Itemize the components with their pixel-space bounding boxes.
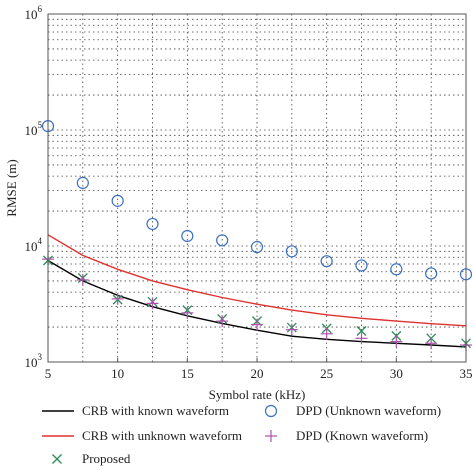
data-point bbox=[76, 176, 89, 189]
series-1 bbox=[47, 234, 467, 327]
x-tick-label: 30 bbox=[390, 366, 403, 381]
y-tick-label: 104 bbox=[25, 236, 43, 254]
legend: CRB with known waveform CRB with unknown … bbox=[42, 403, 441, 466]
data-point bbox=[216, 315, 229, 328]
data-point bbox=[146, 297, 159, 310]
x-axis-label: Symbol rate (kHz) bbox=[209, 387, 306, 402]
x-tick-label: 5 bbox=[45, 366, 52, 381]
x-tick-label: 25 bbox=[320, 366, 333, 381]
legend-item: CRB with known waveform bbox=[42, 403, 229, 418]
legend-item: CRB with unknown waveform bbox=[42, 428, 242, 443]
data-point bbox=[355, 332, 368, 345]
data-point bbox=[285, 323, 298, 336]
legend-label: CRB with known waveform bbox=[82, 403, 229, 418]
y-tick-base: 10 bbox=[25, 123, 38, 138]
legend-label: Proposed bbox=[82, 451, 131, 466]
data-point bbox=[320, 327, 333, 340]
data-point bbox=[76, 273, 89, 286]
data-point bbox=[216, 234, 229, 247]
legend-label: DPD (Unknown waveform) bbox=[296, 403, 441, 418]
data-point bbox=[425, 337, 438, 350]
legend-item: DPD (Known waveform) bbox=[265, 428, 428, 443]
data-point bbox=[251, 318, 263, 331]
data-point bbox=[181, 229, 194, 243]
y-tick-label: 105 bbox=[25, 120, 43, 138]
data-point bbox=[111, 292, 124, 305]
legend-item: DPD (Unknown waveform) bbox=[264, 403, 441, 418]
data-point bbox=[146, 217, 159, 231]
y-axis-label: RMSE (m) bbox=[4, 159, 19, 216]
y-tick-base: 10 bbox=[25, 355, 38, 370]
y-tick-exponent: 5 bbox=[38, 120, 43, 130]
y-tick-base: 10 bbox=[25, 239, 38, 254]
y-tick-exponent: 6 bbox=[38, 4, 43, 14]
series-layer bbox=[41, 120, 473, 352]
data-point bbox=[250, 240, 264, 254]
y-tick-exponent: 3 bbox=[38, 352, 43, 362]
data-point bbox=[181, 306, 194, 319]
legend-label: DPD (Known waveform) bbox=[296, 428, 428, 443]
data-point bbox=[111, 194, 124, 207]
series-line bbox=[47, 234, 467, 327]
x-tick-label: 35 bbox=[460, 366, 473, 381]
marker-stroke bbox=[356, 326, 367, 336]
x-tick-label: 10 bbox=[111, 366, 124, 381]
data-point bbox=[390, 263, 403, 276]
legend-swatch bbox=[265, 430, 277, 442]
y-tick-label: 103 bbox=[25, 352, 43, 370]
x-tick-label: 15 bbox=[181, 366, 194, 381]
legend-swatch bbox=[264, 404, 278, 418]
data-point bbox=[285, 245, 298, 258]
y-tick-label: 106 bbox=[25, 4, 43, 22]
y-tick-exponent: 4 bbox=[38, 236, 43, 246]
data-point bbox=[320, 255, 333, 268]
data-point bbox=[356, 326, 367, 336]
data-point bbox=[355, 259, 368, 272]
plot-frame bbox=[47, 13, 467, 363]
data-point bbox=[425, 267, 438, 280]
grid bbox=[48, 14, 466, 362]
legend-label: CRB with unknown waveform bbox=[82, 428, 242, 443]
data-point bbox=[390, 335, 403, 348]
legend-swatch bbox=[52, 454, 62, 464]
y-tick-base: 10 bbox=[25, 7, 38, 22]
marker-stroke bbox=[52, 454, 62, 464]
legend-item: Proposed bbox=[52, 451, 131, 466]
x-tick-label: 20 bbox=[251, 366, 264, 381]
